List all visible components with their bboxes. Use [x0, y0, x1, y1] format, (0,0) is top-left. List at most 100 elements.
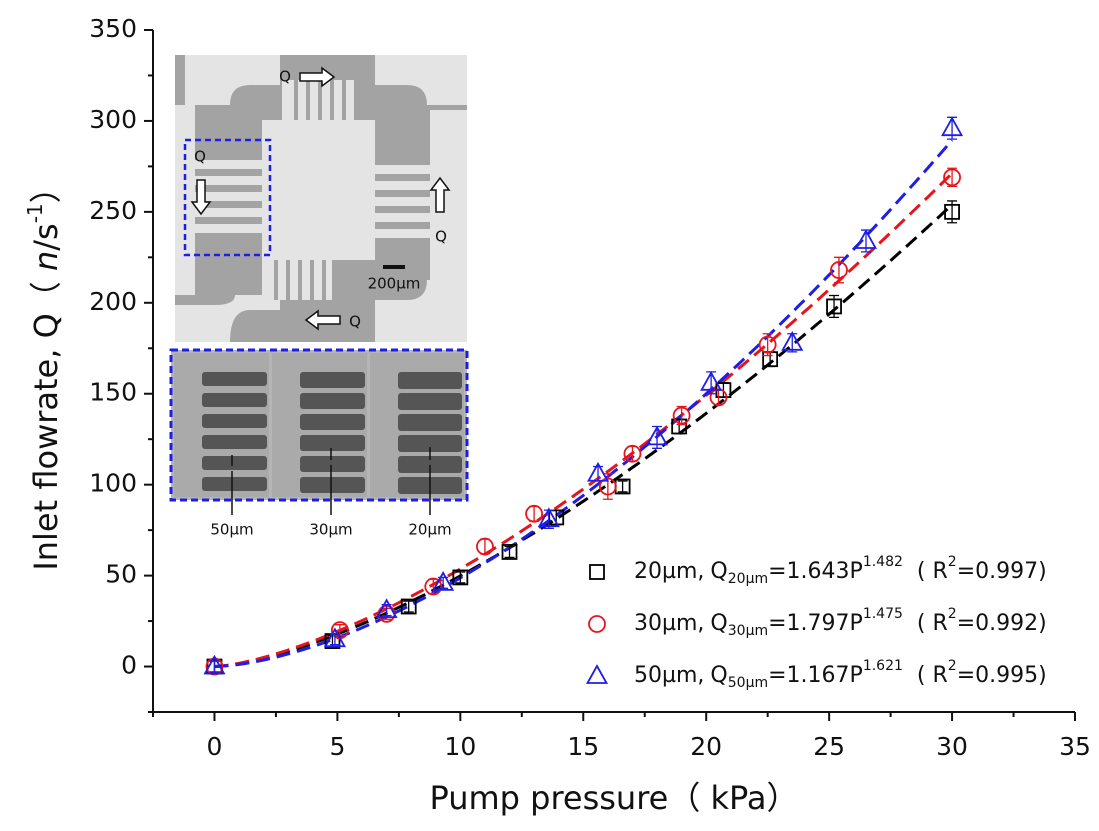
- legend-marker: [585, 664, 609, 684]
- legend-fit-b: 1.482: [863, 554, 903, 570]
- legend-sup: 2: [948, 606, 957, 622]
- data-point: [432, 571, 455, 591]
- zoom-images: [174, 353, 464, 515]
- y-title-close: ）: [27, 171, 65, 203]
- zoom-panel-border: [169, 348, 469, 502]
- legend-fit-b: 1.621: [863, 658, 903, 674]
- data-point: [944, 203, 960, 220]
- y-tick-label: 200: [89, 287, 137, 316]
- inset-micrograph: Q Q Q Q 200µm 50µm 30µm 20µm: [169, 55, 469, 539]
- y-title-unit: /s: [27, 223, 65, 250]
- legend-text: P: [850, 663, 863, 688]
- legend-sub: 50µm: [728, 675, 768, 691]
- zoom-box: [183, 138, 272, 257]
- legend-fit-b: 1.475: [863, 606, 903, 622]
- legend-text: ): [1038, 559, 1047, 584]
- arrow-label: Q: [279, 68, 291, 86]
- y-tick-label: 350: [89, 14, 137, 43]
- data-point: [452, 569, 469, 586]
- y-tick-label: 150: [89, 378, 137, 407]
- legend-fit-a: 1.797: [787, 611, 850, 636]
- data-point: [525, 504, 543, 523]
- legend-text: ): [1038, 663, 1047, 688]
- legend-text: =: [957, 559, 975, 584]
- data-point: [501, 544, 518, 560]
- data-point: [586, 461, 610, 482]
- legend-r2: 0.992: [975, 611, 1038, 636]
- legend-sub: 30µm: [728, 623, 768, 639]
- x-axis-title: Pump pressure（ kPa）: [429, 779, 798, 817]
- x-tick-label: 25: [813, 732, 845, 761]
- legend-entry: 20µm, Q20µm=1.643P1.482( R2=0.997): [634, 554, 1047, 587]
- x-tick-label: 15: [567, 732, 599, 761]
- legend-marker: [588, 615, 606, 633]
- legend-text: Q: [710, 611, 727, 636]
- x-tick-label: 30: [936, 732, 968, 761]
- x-tick-label: 35: [1059, 732, 1091, 761]
- data-point: [758, 335, 777, 354]
- data-point: [476, 537, 494, 556]
- y-tick-label: 100: [89, 469, 137, 498]
- legend-text: Q: [710, 663, 727, 688]
- y-tick-label: 50: [105, 560, 137, 589]
- legend-name: 30µm: [634, 611, 697, 636]
- data-point: [623, 444, 642, 463]
- width-label: 20µm: [408, 521, 451, 539]
- data-point: [672, 406, 691, 425]
- micrograph-channels: [274, 80, 346, 300]
- legend-text: =: [957, 611, 975, 636]
- legend-r2: 0.995: [975, 663, 1038, 688]
- error-bar: [403, 600, 414, 613]
- y-tick-label: 300: [89, 105, 137, 134]
- data-point: [700, 370, 723, 391]
- legend-text: P: [850, 559, 863, 584]
- legend-text: ,: [697, 559, 704, 584]
- data-point: [943, 168, 961, 187]
- micrograph-pads: [175, 55, 467, 342]
- y-axis-title: Inlet flowrate, Q（ n/s-1）: [23, 171, 66, 570]
- data-point: [781, 330, 804, 351]
- legend-fit-a: 1.167: [787, 663, 850, 688]
- legend-r2: 0.997: [975, 559, 1038, 584]
- scale-bar-label: 200µm: [368, 275, 421, 293]
- legend-text: =: [957, 663, 975, 688]
- data-point: [400, 598, 417, 615]
- data-point: [830, 261, 848, 279]
- scale-bar: [383, 265, 405, 269]
- legend-text: ( R: [917, 611, 948, 636]
- legend-entry: 50µm, Q50µm=1.167P1.621( R2=0.995): [634, 658, 1047, 691]
- legend-text: =: [768, 611, 786, 636]
- legend-text: ( R: [917, 663, 948, 688]
- arrow-label: Q: [194, 148, 206, 166]
- x-tick-label: 0: [207, 732, 223, 761]
- y-tick-label: 0: [121, 651, 137, 680]
- y-title-sup: -1: [23, 203, 47, 223]
- legend-name: 50µm: [634, 663, 697, 688]
- arrow-label: Q: [435, 228, 447, 246]
- width-label: 30µm: [309, 521, 352, 539]
- width-label: 50µm: [210, 521, 253, 539]
- x-tick-label: 20: [690, 732, 722, 761]
- fit-curve: [214, 172, 954, 668]
- legend-text: =: [768, 559, 786, 584]
- x-tick-label: 10: [444, 732, 476, 761]
- flow-arrows: [190, 66, 451, 331]
- data-point: [671, 418, 688, 435]
- y-title-main: Inlet flowrate, Q（: [27, 271, 65, 571]
- error-bar: [676, 405, 687, 426]
- data-point: [203, 654, 226, 675]
- error-bar: [947, 167, 958, 188]
- x-tick-label: 5: [329, 732, 345, 761]
- legend-text: =: [768, 663, 786, 688]
- legend-text: ,: [697, 663, 704, 688]
- legend-text: Q: [710, 559, 727, 584]
- error-bar: [617, 480, 628, 493]
- error-bar: [504, 545, 515, 559]
- legend-marker: [589, 564, 605, 580]
- data-point: [941, 116, 964, 137]
- error-bar: [455, 571, 466, 584]
- data-point: [205, 657, 224, 676]
- legend-fit-a: 1.643: [787, 559, 850, 584]
- data-point: [826, 298, 842, 315]
